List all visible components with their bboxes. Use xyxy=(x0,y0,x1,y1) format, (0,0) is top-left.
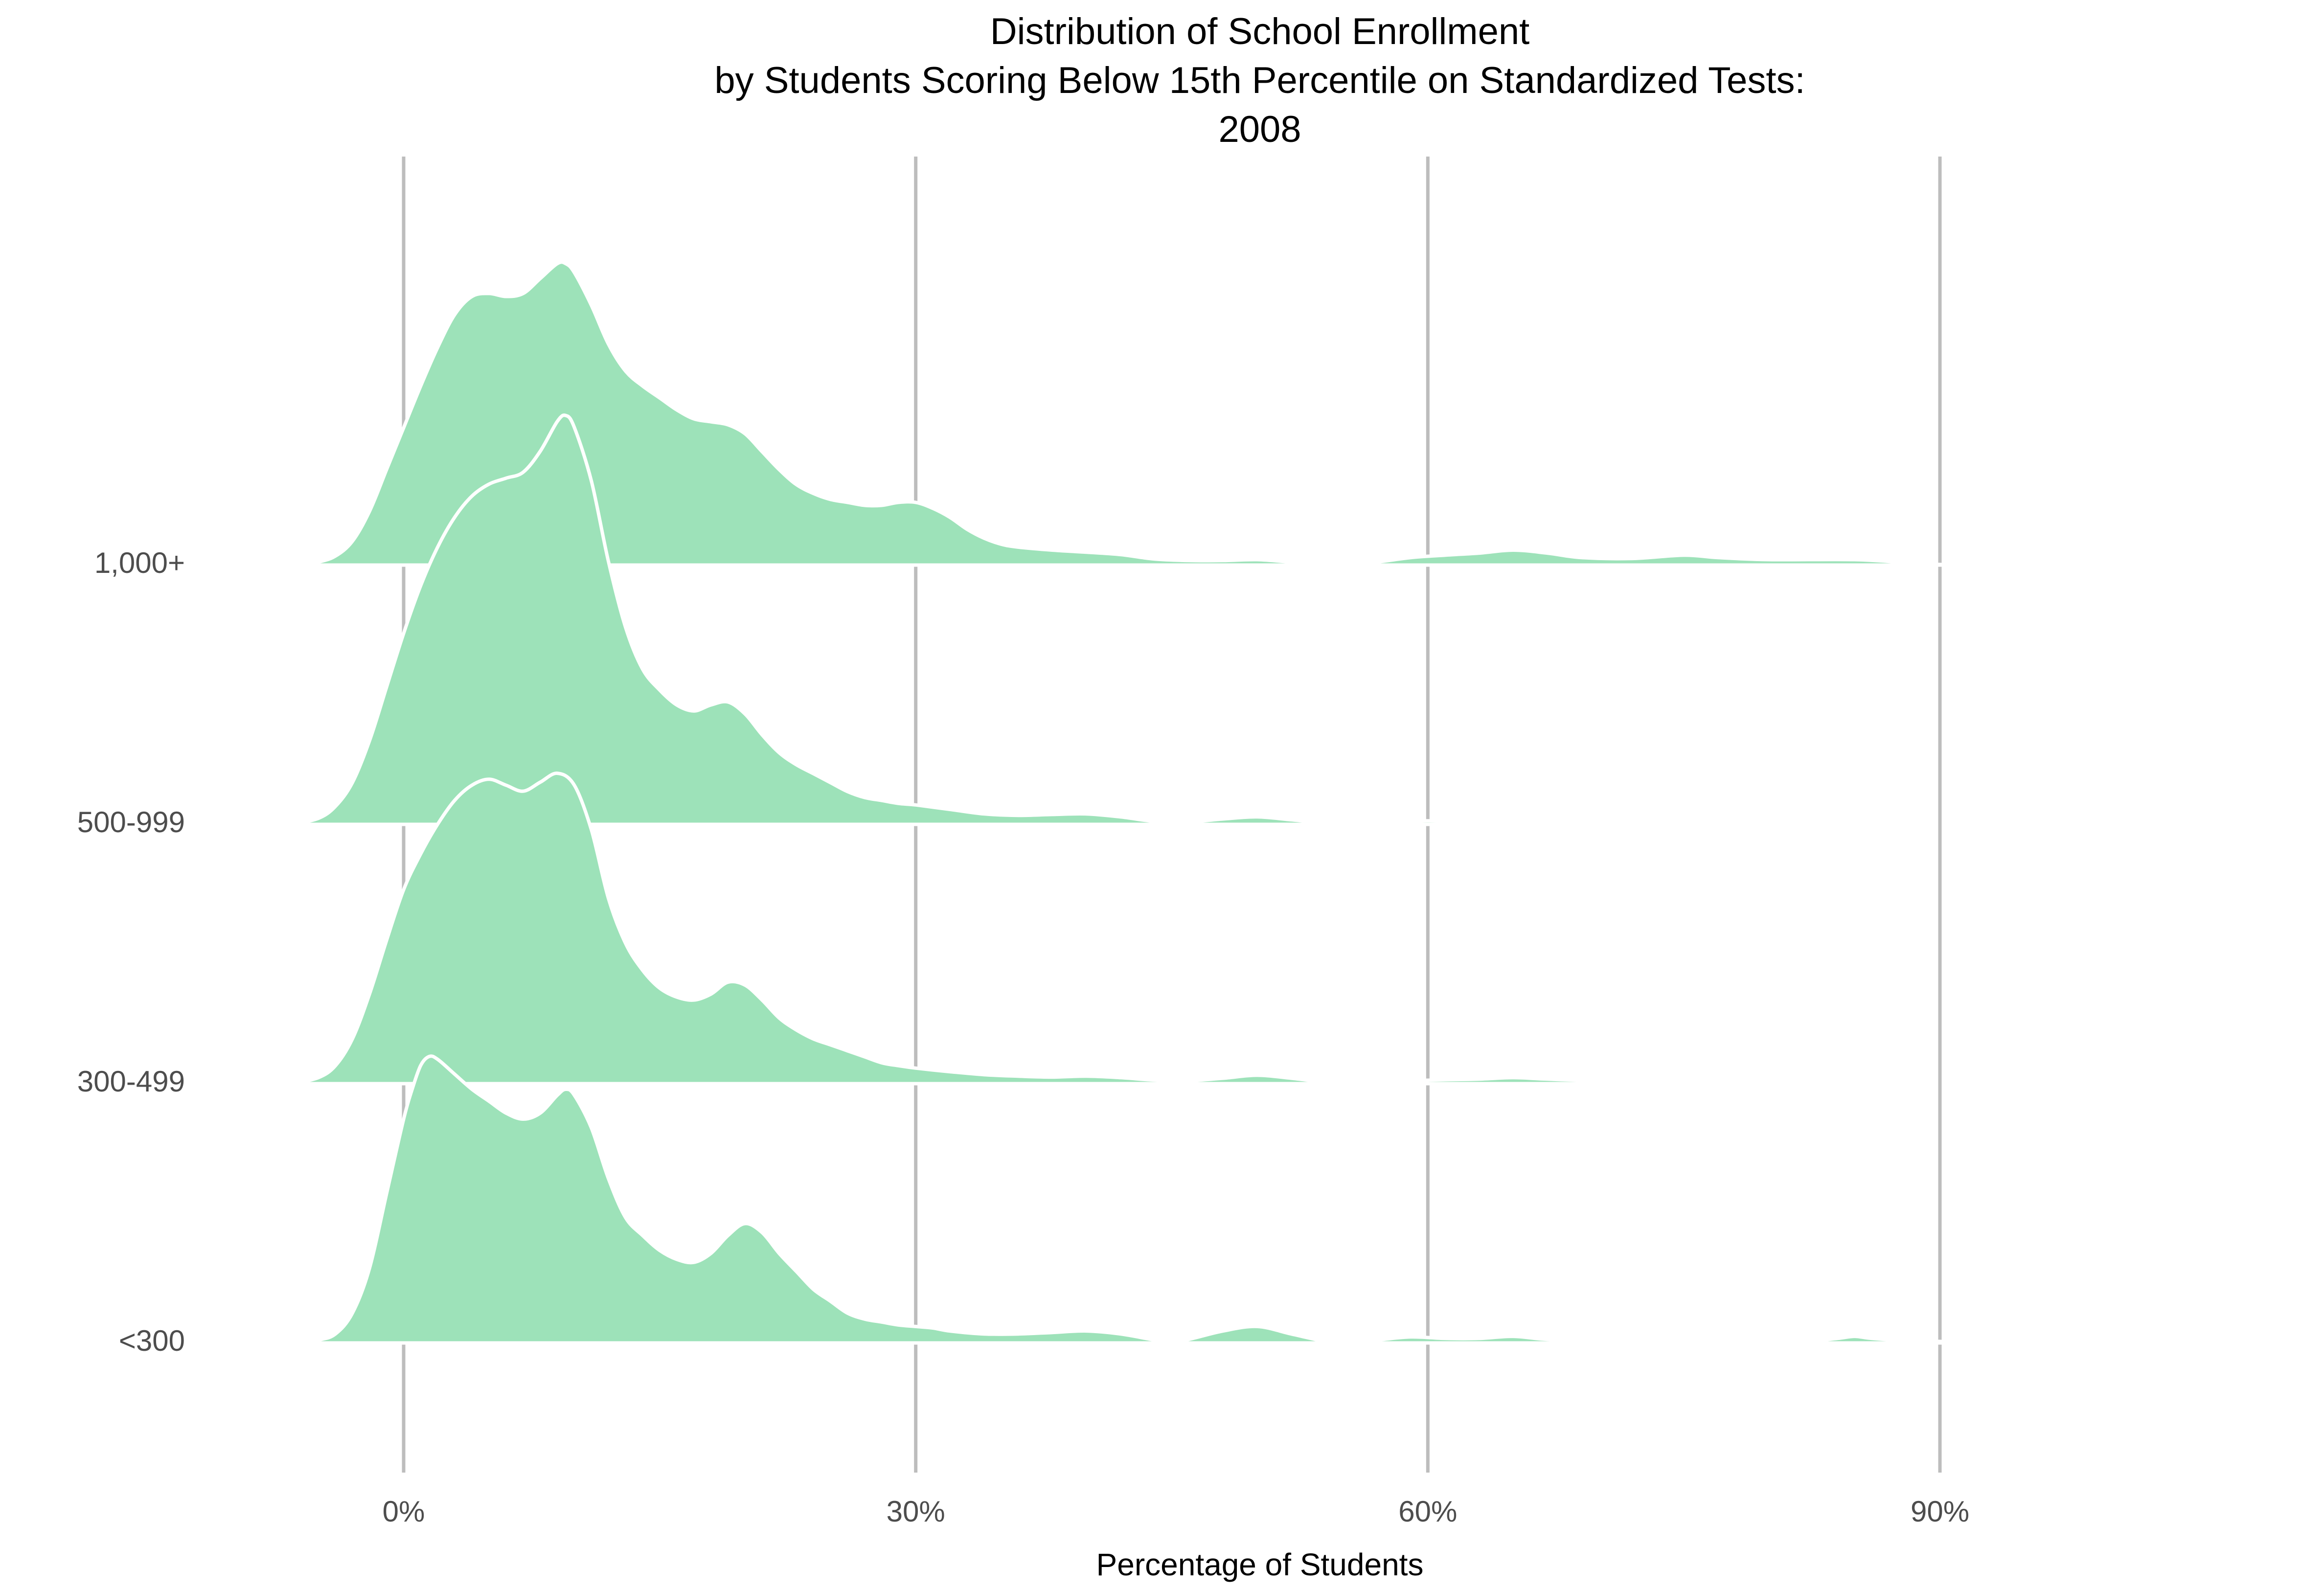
y-tick-label-2: 500-999 xyxy=(77,806,185,839)
ridge-300-density xyxy=(291,1054,2164,1345)
ridge-1-000-density xyxy=(299,260,2027,567)
y-tick-label-3: 1,000+ xyxy=(94,546,185,579)
y-tick-label-1: 300-499 xyxy=(77,1065,185,1098)
chart-title: Distribution of School Enrollment by Stu… xyxy=(714,11,1805,150)
chart-title-line-3: 2008 xyxy=(1218,109,1301,150)
chart-title-line-2: by Students Scoring Below 15th Percentil… xyxy=(714,60,1805,101)
y-tick-label-0: <300 xyxy=(119,1324,185,1357)
x-tick-label-1: 30% xyxy=(887,1495,945,1528)
x-tick-label-3: 90% xyxy=(1911,1495,1969,1528)
y-tick-labels: <300 300-499 500-999 1,000+ xyxy=(77,546,185,1357)
x-tick-labels: 0% 30% 60% 90% xyxy=(383,1495,1969,1528)
x-tick-label-0: 0% xyxy=(383,1495,425,1528)
ridge-300-499-density xyxy=(291,772,1908,1086)
x-tick-label-2: 60% xyxy=(1398,1495,1457,1528)
chart-title-line-1: Distribution of School Enrollment xyxy=(990,11,1530,52)
x-axis-label: Percentage of Students xyxy=(1096,1547,1424,1582)
density-ridges xyxy=(291,260,2164,1345)
ridge-500-999-density xyxy=(291,413,1908,826)
